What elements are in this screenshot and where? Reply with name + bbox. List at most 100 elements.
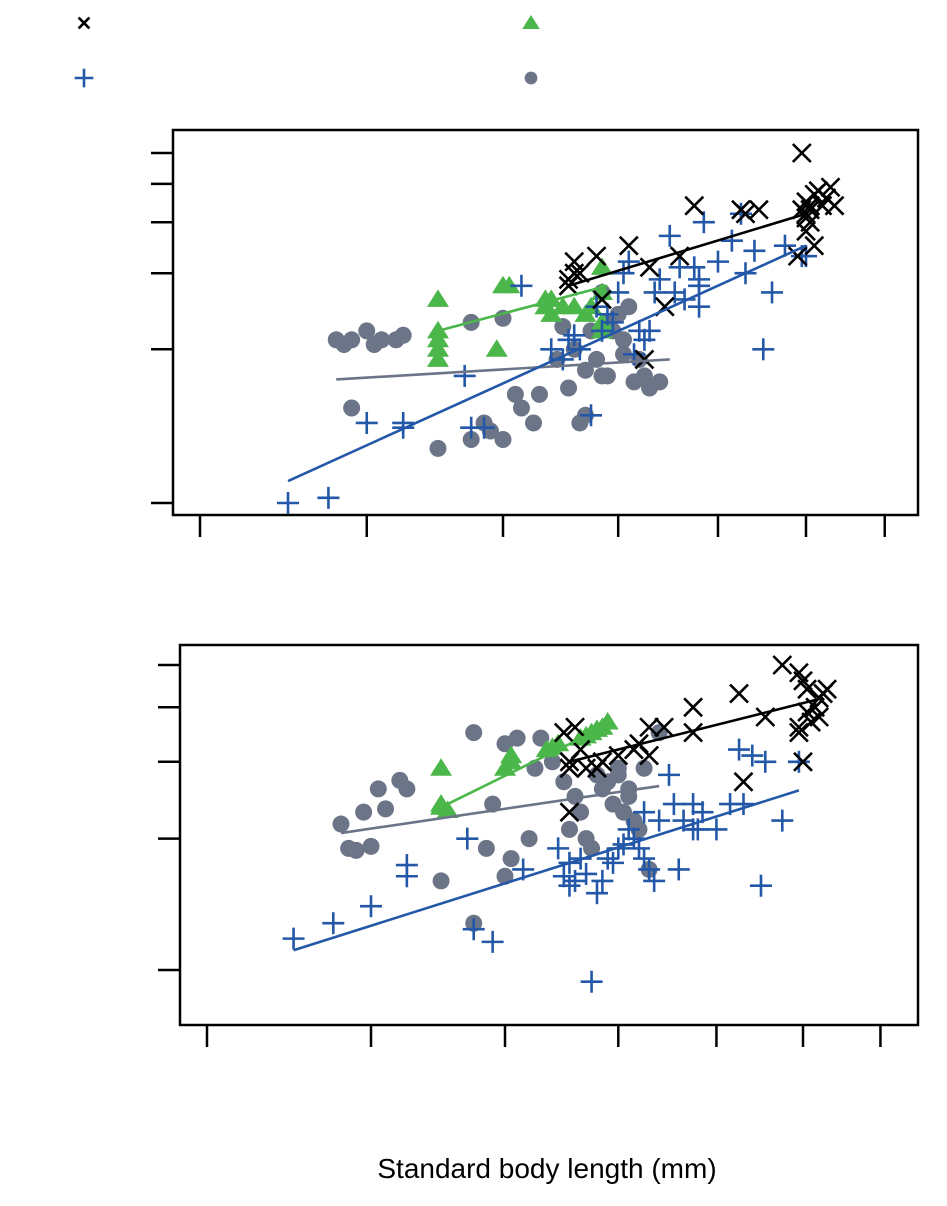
data-point (639, 745, 660, 766)
data-point-stroke (608, 745, 629, 766)
data-point-stroke (564, 251, 585, 272)
fit-line-psectrogaster-rutiloides (336, 358, 670, 381)
data-point (436, 800, 459, 819)
data-point (398, 780, 416, 798)
data-point (580, 970, 603, 993)
data-point (530, 385, 548, 403)
data-point (612, 262, 635, 285)
data-point-stroke (804, 235, 825, 256)
data-point (462, 918, 485, 941)
data-point (817, 679, 838, 700)
data-point (607, 281, 630, 304)
data-point (788, 717, 809, 738)
data-point (658, 224, 681, 247)
data-point (601, 311, 624, 334)
data-point (617, 250, 640, 273)
data-point-stroke (684, 195, 705, 216)
data-point (809, 707, 830, 727)
data-point (564, 869, 587, 892)
data-point (520, 830, 538, 848)
data-point (824, 195, 845, 216)
data-point (728, 738, 751, 761)
data-point (563, 296, 586, 315)
data-point-stroke (733, 771, 754, 792)
data-point (633, 801, 656, 824)
data-point (793, 751, 813, 772)
data-point (317, 486, 340, 509)
series-psectrogaster-rutiloides (332, 724, 668, 932)
data-point (651, 373, 669, 391)
data-point (560, 820, 578, 838)
data-point (586, 246, 607, 267)
data-point-stroke (788, 717, 809, 738)
data-point (787, 750, 810, 773)
series-potamorhina-altamazonica (558, 143, 845, 370)
data-point (658, 763, 681, 786)
legend-marker-x-icon (77, 16, 91, 30)
data-point (729, 202, 752, 225)
data-point-stroke (639, 257, 660, 278)
data-point (743, 239, 766, 262)
data-point (615, 331, 633, 349)
data-point (617, 818, 640, 841)
data-point (510, 274, 533, 297)
data-point-stroke (586, 246, 607, 267)
series-potamorhina-latior (282, 738, 810, 993)
data-point-stroke (735, 203, 756, 224)
legend-marker-triangle-icon (522, 15, 540, 29)
data-point (591, 869, 614, 892)
panel-a (151, 128, 920, 537)
data-point (426, 289, 449, 307)
data-point (558, 874, 581, 897)
data-point (355, 803, 373, 821)
legend-item (524, 71, 538, 85)
plot-frame (171, 128, 920, 517)
data-point (654, 717, 675, 738)
data-point-stroke (570, 739, 591, 760)
data-point-stroke (569, 263, 590, 284)
data-point (429, 439, 447, 457)
data-point (575, 862, 598, 885)
series-potamorhina-altamazonica (553, 655, 838, 823)
data-point-stroke (683, 697, 704, 718)
fit-line-psectrogaster-amazonica (437, 284, 608, 333)
data-point (559, 758, 580, 779)
data-point-stroke (809, 707, 830, 727)
legend-item (522, 15, 540, 29)
data-point (639, 717, 660, 738)
data-point (565, 717, 585, 738)
data-point (453, 364, 476, 387)
data-point (609, 766, 627, 784)
data-point (332, 815, 350, 833)
data-point (554, 318, 572, 336)
data-point-stroke (553, 722, 574, 743)
data-point (322, 912, 345, 935)
fit-line-potamorhina-latior (293, 789, 800, 952)
data-point (648, 268, 671, 291)
data-point (602, 851, 625, 874)
data-point (369, 780, 387, 798)
data-point (733, 771, 754, 792)
data-point (596, 712, 619, 730)
data-point (684, 195, 705, 216)
data-point (456, 827, 479, 850)
data-point (358, 322, 376, 340)
data-point (620, 298, 638, 316)
data-point (749, 874, 772, 897)
data-point (633, 847, 656, 870)
data-point (563, 324, 586, 347)
data-point (360, 895, 383, 918)
data-point (592, 289, 612, 310)
data-point (484, 795, 502, 813)
data-point-stroke (793, 670, 813, 691)
data-point-stroke (559, 802, 580, 823)
data-point (394, 326, 412, 344)
data-point (772, 655, 793, 675)
data-point (540, 304, 563, 322)
data-point-stroke (634, 349, 655, 370)
data-point (355, 411, 378, 434)
data-point (525, 414, 543, 432)
panel-b (158, 643, 920, 1047)
data-point (583, 839, 601, 857)
